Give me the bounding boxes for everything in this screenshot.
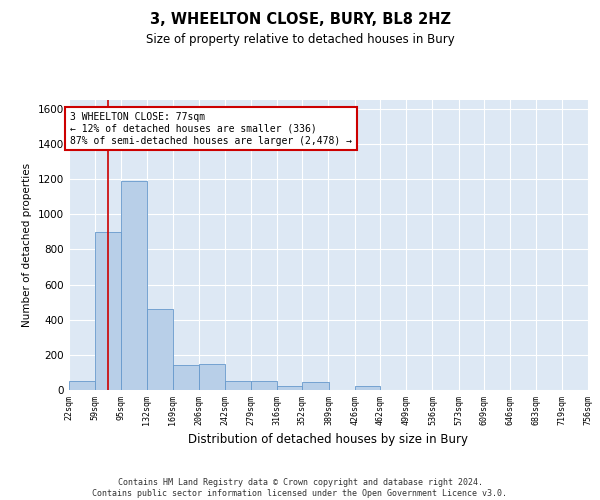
Bar [277, 386, 302, 390]
Text: 3 WHEELTON CLOSE: 77sqm
← 12% of detached houses are smaller (336)
87% of semi-d: 3 WHEELTON CLOSE: 77sqm ← 12% of detache… [70, 112, 352, 146]
Bar [302, 382, 329, 390]
Text: Size of property relative to detached houses in Bury: Size of property relative to detached ho… [146, 32, 454, 46]
Text: Contains HM Land Registry data © Crown copyright and database right 2024.
Contai: Contains HM Land Registry data © Crown c… [92, 478, 508, 498]
Bar [199, 364, 224, 390]
X-axis label: Distribution of detached houses by size in Bury: Distribution of detached houses by size … [188, 433, 469, 446]
Text: 3, WHEELTON CLOSE, BURY, BL8 2HZ: 3, WHEELTON CLOSE, BURY, BL8 2HZ [149, 12, 451, 28]
Bar [95, 232, 121, 390]
Bar [173, 364, 199, 390]
Bar [224, 381, 251, 390]
Bar [355, 386, 380, 390]
Bar [121, 181, 147, 390]
Bar [251, 381, 277, 390]
Bar [147, 309, 173, 390]
Bar [69, 381, 95, 390]
Y-axis label: Number of detached properties: Number of detached properties [22, 163, 32, 327]
